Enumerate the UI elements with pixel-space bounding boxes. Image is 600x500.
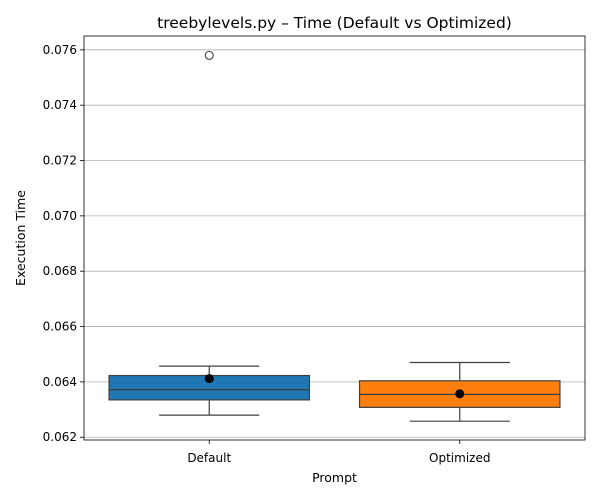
- y-ticks: 0.062 0.064 0.066 0.068 0.070 0.072 0.074 0.076: [43, 43, 84, 444]
- outlier-point: [204, 50, 214, 60]
- y-tick-label: 0.068: [43, 264, 77, 278]
- x-axis-title: Prompt: [312, 470, 357, 485]
- box-default: [108, 50, 311, 416]
- y-axis-title: Execution Time: [13, 190, 28, 286]
- y-tick-label: 0.076: [43, 43, 77, 57]
- x-tick-label: Optimized: [429, 451, 490, 465]
- x-ticks: Default Optimized: [187, 440, 490, 465]
- chart-title: treebylevels.py – Time (Default vs Optim…: [157, 14, 512, 32]
- y-tick-label: 0.074: [43, 98, 77, 112]
- y-tick-label: 0.070: [43, 209, 77, 223]
- y-tick-label: 0.064: [43, 375, 77, 389]
- mean-marker: [455, 389, 465, 399]
- y-tick-label: 0.062: [43, 430, 77, 444]
- box-optimized: [358, 361, 561, 422]
- x-tick-label: Default: [187, 451, 231, 465]
- mean-marker: [204, 374, 214, 384]
- y-tick-label: 0.072: [43, 154, 77, 168]
- plot-frame: [83, 35, 586, 441]
- boxes: [108, 50, 561, 422]
- y-tick-label: 0.066: [43, 320, 77, 334]
